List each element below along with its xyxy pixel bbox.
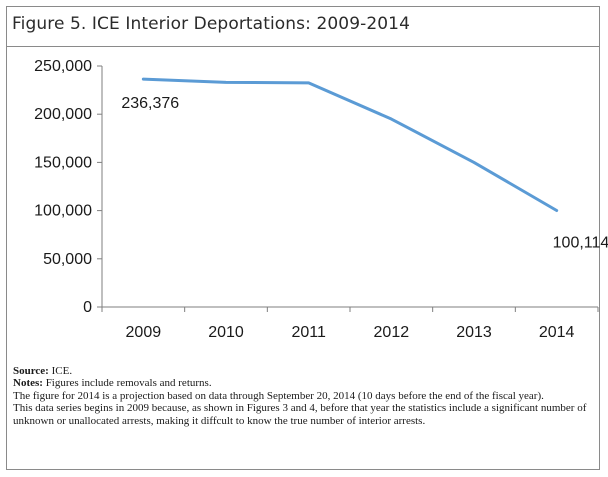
- projection-note: The figure for 2014 is a projection base…: [13, 389, 544, 402]
- source-label: Source:: [13, 365, 49, 377]
- notes-text: Figures include removals and returns.: [42, 377, 212, 390]
- source-text: ICE.: [48, 365, 73, 377]
- x-tick-labels: 2009 2010 2011 2012 2013 2014: [126, 324, 575, 341]
- notes-line: Notes: Figures include removals and retu…: [13, 377, 593, 389]
- y-tick-label: 150,000: [34, 154, 92, 171]
- notes-label: Notes:: [13, 377, 43, 390]
- x-tick-label: 2009: [126, 324, 162, 341]
- x-tick-label: 2014: [539, 324, 575, 341]
- y-tick-label: 200,000: [34, 106, 92, 123]
- y-tick-label: 50,000: [43, 251, 92, 268]
- y-tick-label: 250,000: [34, 58, 92, 75]
- y-tick-label: 0: [83, 299, 92, 316]
- figure-notes: Source: ICE. Notes: Figures include remo…: [13, 365, 593, 427]
- axes: [97, 65, 599, 312]
- title-divider: [6, 46, 600, 47]
- data-label: 236,376: [121, 95, 179, 112]
- data-label: 100,114: [553, 234, 608, 251]
- x-tick-label: 2012: [374, 324, 410, 341]
- data-labels: 236,376 100,114: [121, 95, 608, 251]
- series-group: [141, 77, 559, 212]
- source-line: Source: ICE.: [13, 365, 593, 377]
- x-tick-label: 2011: [291, 324, 326, 341]
- chart-title: Figure 5. ICE Interior Deportations: 200…: [12, 14, 411, 34]
- series-start-note: This data series begins in 2009 because,…: [13, 402, 587, 427]
- series-line: [141, 77, 559, 212]
- x-tick-label: 2013: [456, 324, 492, 341]
- y-tick-labels: 0 50,000 100,000 150,000 200,000 250,000: [34, 58, 92, 316]
- y-tick-label: 100,000: [34, 203, 92, 220]
- x-tick-label: 2010: [208, 324, 244, 341]
- line-chart: 0 50,000 100,000 150,000 200,000 250,000 2009…: [34, 58, 608, 341]
